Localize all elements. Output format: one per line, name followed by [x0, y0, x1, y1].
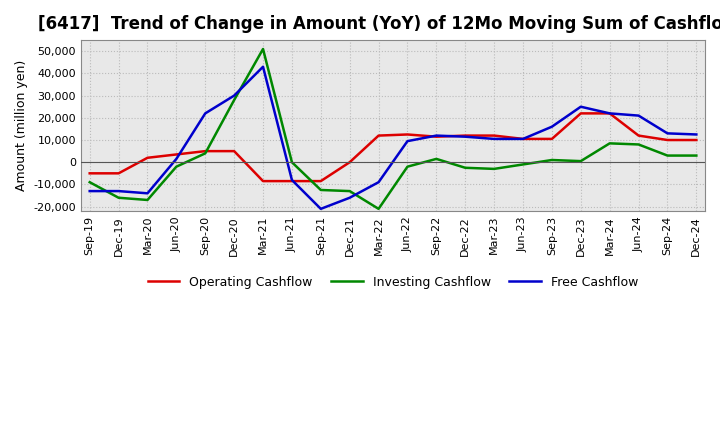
- Operating Cashflow: [201, 148, 210, 154]
- Line: Investing Cashflow: Investing Cashflow: [90, 49, 696, 209]
- Operating Cashflow: [86, 171, 94, 176]
- Operating Cashflow: [172, 152, 181, 157]
- Operating Cashflow: [606, 111, 614, 116]
- Operating Cashflow: [518, 136, 527, 142]
- Operating Cashflow: [577, 111, 585, 116]
- Operating Cashflow: [692, 137, 701, 143]
- Free Cashflow: [201, 111, 210, 116]
- Free Cashflow: [317, 206, 325, 212]
- Free Cashflow: [432, 133, 441, 138]
- Investing Cashflow: [201, 151, 210, 156]
- Free Cashflow: [230, 93, 238, 98]
- Investing Cashflow: [403, 164, 412, 169]
- Investing Cashflow: [86, 180, 94, 185]
- Free Cashflow: [518, 136, 527, 142]
- Free Cashflow: [86, 188, 94, 194]
- Operating Cashflow: [258, 179, 267, 184]
- Investing Cashflow: [172, 164, 181, 169]
- Investing Cashflow: [692, 153, 701, 158]
- Operating Cashflow: [114, 171, 123, 176]
- Operating Cashflow: [143, 155, 152, 161]
- Legend: Operating Cashflow, Investing Cashflow, Free Cashflow: Operating Cashflow, Investing Cashflow, …: [143, 271, 643, 294]
- Investing Cashflow: [606, 141, 614, 146]
- Line: Operating Cashflow: Operating Cashflow: [90, 114, 696, 181]
- Free Cashflow: [374, 180, 383, 185]
- Investing Cashflow: [518, 162, 527, 167]
- Investing Cashflow: [374, 206, 383, 212]
- Operating Cashflow: [663, 137, 672, 143]
- Free Cashflow: [634, 113, 643, 118]
- Investing Cashflow: [548, 158, 557, 163]
- Free Cashflow: [577, 104, 585, 110]
- Operating Cashflow: [287, 179, 296, 184]
- Investing Cashflow: [461, 165, 469, 170]
- Operating Cashflow: [374, 133, 383, 138]
- Investing Cashflow: [577, 158, 585, 164]
- Investing Cashflow: [490, 166, 498, 172]
- Y-axis label: Amount (million yen): Amount (million yen): [15, 60, 28, 191]
- Operating Cashflow: [317, 179, 325, 184]
- Operating Cashflow: [346, 160, 354, 165]
- Investing Cashflow: [114, 195, 123, 200]
- Free Cashflow: [490, 136, 498, 142]
- Investing Cashflow: [346, 188, 354, 194]
- Free Cashflow: [114, 188, 123, 194]
- Free Cashflow: [692, 132, 701, 137]
- Free Cashflow: [258, 64, 267, 70]
- Operating Cashflow: [230, 148, 238, 154]
- Operating Cashflow: [461, 133, 469, 138]
- Investing Cashflow: [634, 142, 643, 147]
- Free Cashflow: [143, 191, 152, 196]
- Free Cashflow: [461, 134, 469, 139]
- Operating Cashflow: [548, 136, 557, 142]
- Operating Cashflow: [403, 132, 412, 137]
- Investing Cashflow: [287, 160, 296, 165]
- Free Cashflow: [403, 139, 412, 144]
- Operating Cashflow: [432, 134, 441, 139]
- Investing Cashflow: [317, 187, 325, 193]
- Investing Cashflow: [230, 97, 238, 103]
- Free Cashflow: [287, 177, 296, 183]
- Investing Cashflow: [258, 46, 267, 51]
- Line: Free Cashflow: Free Cashflow: [90, 67, 696, 209]
- Free Cashflow: [172, 156, 181, 161]
- Operating Cashflow: [634, 133, 643, 138]
- Investing Cashflow: [432, 156, 441, 161]
- Operating Cashflow: [490, 133, 498, 138]
- Investing Cashflow: [143, 197, 152, 202]
- Free Cashflow: [548, 124, 557, 129]
- Investing Cashflow: [663, 153, 672, 158]
- Free Cashflow: [663, 131, 672, 136]
- Title: [6417]  Trend of Change in Amount (YoY) of 12Mo Moving Sum of Cashflows: [6417] Trend of Change in Amount (YoY) o…: [38, 15, 720, 33]
- Free Cashflow: [606, 111, 614, 116]
- Free Cashflow: [346, 195, 354, 200]
